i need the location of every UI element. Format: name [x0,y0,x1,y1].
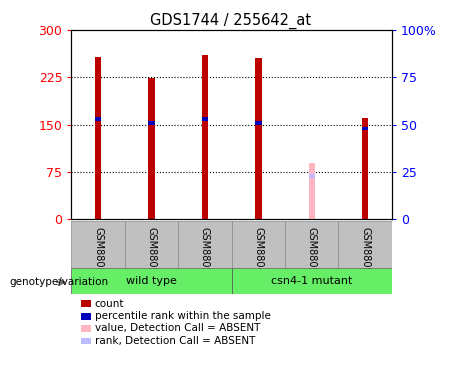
Bar [125,221,178,268]
Text: genotype/variation: genotype/variation [9,278,108,287]
Text: count: count [95,299,124,309]
Bar [308,163,315,219]
Bar [255,58,261,219]
Bar [148,121,155,124]
Bar [362,127,368,130]
Text: GSM88057: GSM88057 [200,227,210,280]
Text: GDS1744 / 255642_at: GDS1744 / 255642_at [150,13,311,29]
Text: GSM88049: GSM88049 [254,227,263,280]
Text: wild type: wild type [126,276,177,286]
Bar [178,221,231,268]
Bar [71,268,231,294]
Bar [338,221,392,268]
Text: percentile rank within the sample: percentile rank within the sample [95,311,271,321]
Bar [255,121,261,124]
Text: csn4-1 mutant: csn4-1 mutant [271,276,353,286]
Bar [308,174,315,178]
Bar [95,57,101,219]
Bar [95,117,101,121]
Bar [231,268,392,294]
Bar [231,221,285,268]
Bar [202,55,208,219]
Bar [285,221,338,268]
Text: value, Detection Call = ABSENT: value, Detection Call = ABSENT [95,324,260,333]
Text: GSM88051: GSM88051 [360,227,370,280]
Text: rank, Detection Call = ABSENT: rank, Detection Call = ABSENT [95,336,255,346]
Bar [148,78,155,219]
Text: GSM88050: GSM88050 [307,227,317,280]
Bar [71,221,125,268]
Text: GSM88055: GSM88055 [93,227,103,280]
Bar [202,117,208,121]
Bar [362,118,368,219]
Text: GSM88056: GSM88056 [147,227,157,280]
